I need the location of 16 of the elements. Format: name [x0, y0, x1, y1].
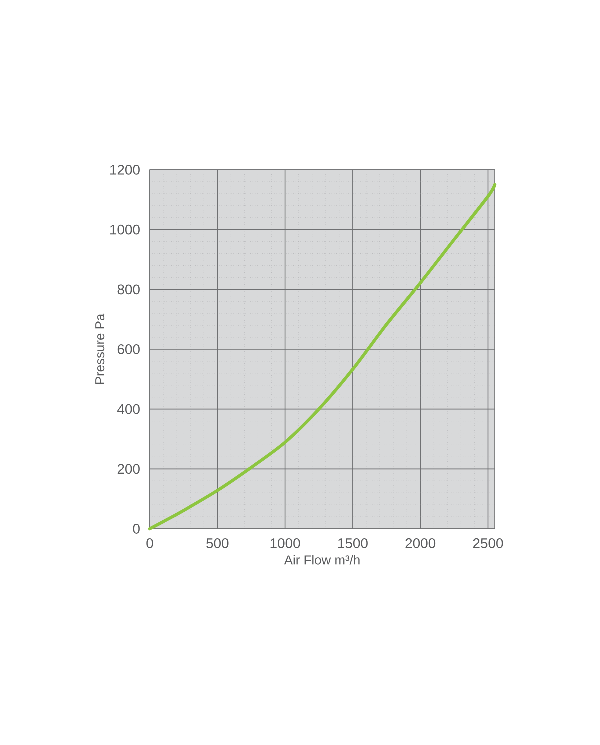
y-tick-label: 0	[133, 524, 140, 534]
y-tick-label: 800	[118, 284, 140, 295]
x-tick-label: 1500	[338, 538, 368, 548]
x-tick-label: 0	[146, 538, 154, 548]
y-tick-label: 1200	[110, 165, 140, 175]
y-axis-title: Pressure Pa	[96, 314, 105, 384]
x-tick-label: 1000	[270, 538, 300, 548]
x-axis-title: Air Flow m³/h	[284, 555, 360, 565]
x-tick-label: 2500	[473, 538, 504, 548]
x-tick-label: 500	[206, 538, 229, 548]
line-series	[148, 183, 497, 531]
y-tick-label: 400	[118, 404, 140, 414]
x-tick-label: 2000	[406, 538, 436, 548]
y-tick-label: 600	[118, 344, 140, 354]
y-tick-label: 1000	[110, 224, 140, 235]
y-tick-label: 200	[118, 464, 140, 474]
